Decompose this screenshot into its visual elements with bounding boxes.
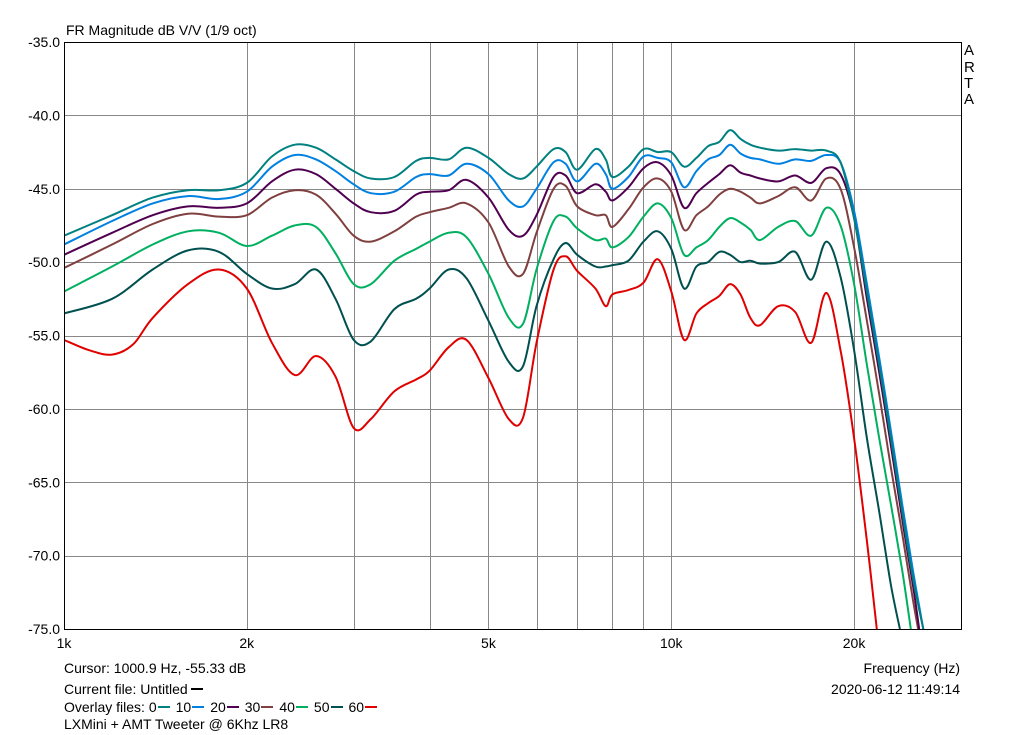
current-file-text: Current file: Untitled <box>64 681 188 697</box>
y-tick-labels: -35.0 -40.0 -45.0 -50.0 -55.0 -60.0 -65.0 -70.0… <box>28 34 60 637</box>
timestamp: 2020-06-12 11:49:14 <box>831 681 960 697</box>
overlay-item: 10 <box>176 699 211 715</box>
overlay-item: 60 <box>349 699 384 715</box>
series-line-0 <box>64 129 925 629</box>
file-description: LXMini + AMT Tweeter @ 6Khz LR8 <box>64 716 289 732</box>
overlay-item-label: 10 <box>175 699 192 715</box>
plot-frame <box>64 42 962 630</box>
overlay-item: 30 <box>245 699 280 715</box>
y-tick-label: -75.0 <box>28 621 60 637</box>
overlay-item-swatch <box>226 706 239 709</box>
overlay-item: 20 <box>210 699 245 715</box>
chart-title: FR Magnitude dB V/V (1/9 oct) <box>66 22 257 38</box>
overlay-item-swatch <box>157 706 170 709</box>
overlay-item-swatch <box>330 706 343 709</box>
arta-letter-r: R <box>964 59 975 76</box>
overlay-item-swatch <box>261 706 274 709</box>
series-line-40 <box>64 202 912 629</box>
overlay-item-label: 0 <box>148 699 157 715</box>
y-tick-label: -70.0 <box>28 548 60 564</box>
series-line-50 <box>64 230 901 629</box>
cursor-readout: Cursor: 1000.9 Hz, -55.33 dB <box>64 660 247 676</box>
arta-letter-a2: A <box>964 91 975 108</box>
x-tick-label: 1k <box>57 635 73 651</box>
overlay-item: 50 <box>314 699 349 715</box>
series-line-30 <box>64 176 920 629</box>
y-tick-label: -55.0 <box>28 328 60 344</box>
y-tick-label: -40.0 <box>28 107 60 123</box>
overlay-item-swatch <box>192 706 205 709</box>
y-tick-label: -35.0 <box>28 34 60 50</box>
y-tick-label: -50.0 <box>28 254 60 270</box>
overlay-item: 40 <box>279 699 314 715</box>
overlay-item-swatch <box>365 706 378 709</box>
overlay-item-label: 30 <box>244 699 261 715</box>
x-tick-label: 10k <box>660 635 684 651</box>
current-file-line: Current file: Untitled <box>64 681 209 697</box>
x-tick-labels: 1k 2k 5k 10k 20k <box>57 635 867 651</box>
y-tick-label: -65.0 <box>28 474 60 490</box>
overlay-item-swatch <box>295 706 308 709</box>
overlay-files-line: Overlay files: 0 10 20 30 40 50 60 <box>64 699 383 715</box>
y-tick-label: -60.0 <box>28 401 60 417</box>
overlay-files-label: Overlay files: <box>64 699 145 715</box>
overlay-item: 0 <box>149 699 176 715</box>
series-line-20 <box>64 161 921 629</box>
overlay-item-label: 50 <box>313 699 330 715</box>
series-line-10 <box>64 143 925 629</box>
series-group <box>64 129 925 629</box>
x-axis-label: Frequency (Hz) <box>863 660 960 676</box>
x-tick-label: 2k <box>239 635 255 651</box>
y-tick-label: -45.0 <box>28 181 60 197</box>
overlay-item-label: 60 <box>348 699 365 715</box>
x-tick-label: 20k <box>843 635 867 651</box>
arta-letter-t: T <box>964 75 974 92</box>
x-tick-label: 5k <box>481 635 497 651</box>
series-line-60 <box>64 255 878 629</box>
overlay-item-label: 40 <box>279 699 295 715</box>
current-file-swatch <box>190 688 203 691</box>
overlay-list: 0 10 20 30 40 50 60 <box>149 699 383 715</box>
arta-letter-a1: A <box>964 42 975 59</box>
grid <box>64 42 961 630</box>
overlay-item-label: 20 <box>210 699 226 715</box>
